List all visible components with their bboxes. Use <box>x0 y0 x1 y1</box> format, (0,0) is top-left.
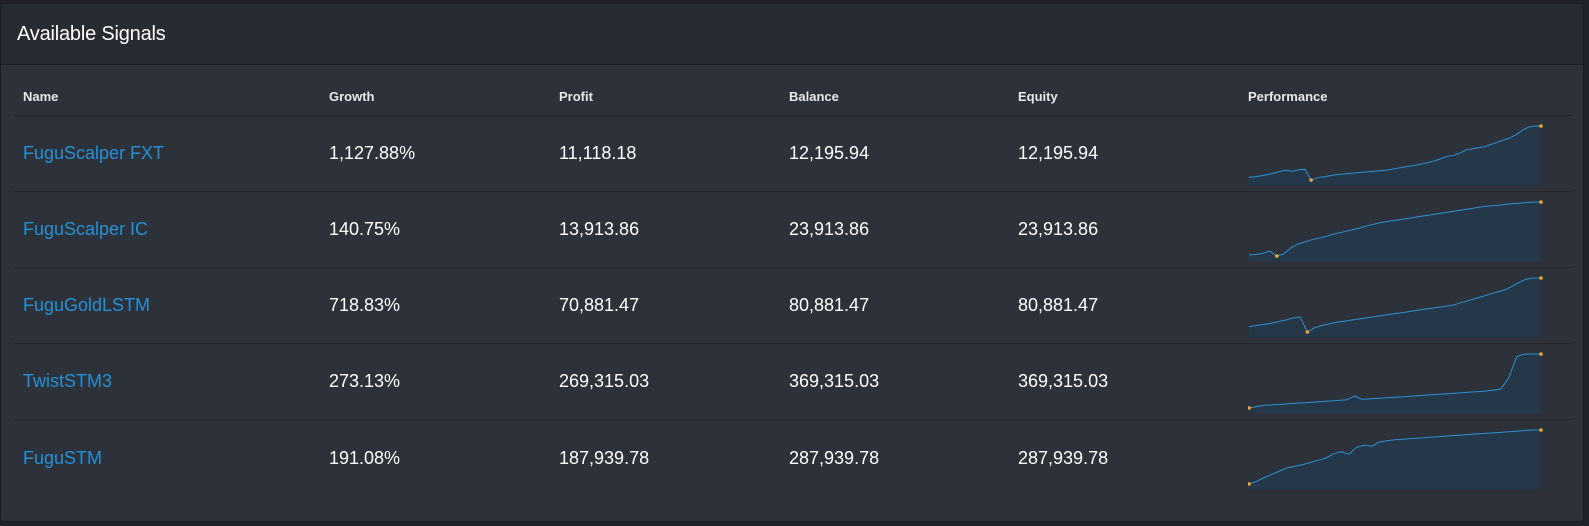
sparkline-line <box>1248 277 1541 333</box>
table-row: TwistSTM3 273.13% 269,315.03 369,315.03 … <box>14 344 1572 420</box>
sparkline-line <box>1248 201 1541 257</box>
available-signals-panel: Available Signals Name Growth Profit Bal… <box>0 3 1584 522</box>
balance-value: 369,315.03 <box>789 371 880 391</box>
column-header-name[interactable]: Name <box>23 88 59 104</box>
table-row: FuguScalper IC 140.75% 13,913.86 23,913.… <box>14 192 1572 268</box>
growth-value: 191.08% <box>329 447 401 468</box>
equity-value: 369,315.03 <box>1018 371 1109 391</box>
profit-value: 13,913.86 <box>559 219 640 239</box>
signal-name-link[interactable]: FuguScalper IC <box>23 219 149 239</box>
sparkline-area <box>1249 125 1541 185</box>
sparkline-min-marker <box>1248 405 1251 410</box>
column-header-growth[interactable]: Growth <box>329 88 375 104</box>
sparkline-area <box>1249 430 1541 489</box>
panel-title: Available Signals <box>17 22 166 45</box>
performance-sparkline <box>1248 428 1543 489</box>
profit-value: 11,118.18 <box>559 143 637 163</box>
signal-name-link[interactable]: TwistSTM3 <box>23 371 113 391</box>
growth-value: 718.83% <box>329 295 401 315</box>
sparkline-max-marker <box>1539 428 1543 432</box>
column-header-equity[interactable]: Equity <box>1018 88 1058 104</box>
balance-value: 287,939.78 <box>789 447 880 468</box>
balance-value: 23,913.86 <box>789 219 870 239</box>
table-header-row: Name Growth Profit Balance Equity Perfor… <box>14 77 1572 116</box>
sparkline-max-marker <box>1539 199 1543 204</box>
growth-value: 273.13% <box>329 371 401 391</box>
performance-sparkline <box>1248 275 1543 337</box>
equity-value: 23,913.86 <box>1018 219 1099 239</box>
sparkline-min-marker <box>1275 253 1279 258</box>
sparkline-max-marker <box>1539 275 1543 280</box>
profit-value: 269,315.03 <box>559 371 650 391</box>
sparkline-min-marker <box>1305 329 1310 334</box>
equity-value: 287,939.78 <box>1018 447 1109 468</box>
performance-sparkline <box>1248 351 1543 413</box>
table-row: FuguScalper FXT 1,127.88% 11,118.18 12,1… <box>14 116 1572 192</box>
signal-name-link[interactable]: FuguScalper FXT <box>23 143 165 163</box>
signals-table: Name Growth Profit Balance Equity Perfor… <box>14 77 1572 496</box>
column-header-performance: Performance <box>1248 88 1328 104</box>
column-header-profit[interactable]: Profit <box>559 88 593 104</box>
sparkline-area <box>1249 353 1541 413</box>
sparkline-line <box>1248 125 1541 181</box>
table-row: FuguSTM 191.08% 187,939.78 287,939.78 28… <box>14 420 1572 496</box>
signal-name-link[interactable]: FuguGoldLSTM <box>23 295 151 315</box>
sparkline-area <box>1249 201 1541 261</box>
sparkline-max-marker <box>1539 123 1543 128</box>
profit-value: 70,881.47 <box>559 295 640 315</box>
profit-value: 187,939.78 <box>559 447 650 468</box>
growth-value: 1,127.88% <box>329 143 416 163</box>
equity-value: 80,881.47 <box>1018 295 1099 315</box>
balance-value: 12,195.94 <box>789 143 870 163</box>
balance-value: 80,881.47 <box>789 295 870 315</box>
sparkline-min-marker <box>1309 177 1313 182</box>
sparkline-line <box>1248 429 1541 485</box>
column-header-balance[interactable]: Balance <box>789 88 839 104</box>
equity-value: 12,195.94 <box>1018 143 1099 163</box>
sparkline-area <box>1249 277 1541 337</box>
signal-name-link[interactable]: FuguSTM <box>23 447 103 468</box>
sparkline-min-marker <box>1248 482 1251 486</box>
table-row: FuguGoldLSTM 718.83% 70,881.47 80,881.47… <box>14 268 1572 344</box>
performance-sparkline <box>1248 123 1543 185</box>
sparkline-max-marker <box>1539 351 1543 356</box>
panel-header: Available Signals <box>1 4 1583 65</box>
sparkline-line <box>1248 353 1541 408</box>
growth-value: 140.75% <box>329 219 401 239</box>
performance-sparkline <box>1248 199 1543 261</box>
